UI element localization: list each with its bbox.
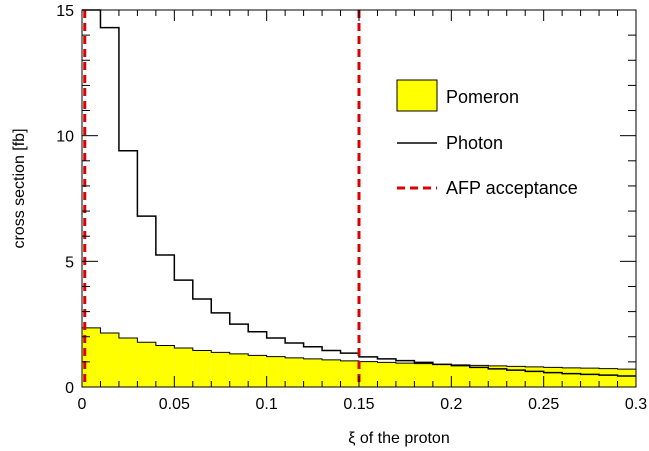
pomeron-bin: [322, 359, 341, 387]
pomeron-bin: [340, 360, 359, 387]
pomeron-bin: [137, 342, 156, 387]
pomeron-bin: [118, 337, 138, 387]
y-tick-label: 0: [65, 380, 74, 397]
pomeron-bin: [100, 332, 119, 387]
y-tick-label: 15: [56, 3, 74, 20]
x-tick-label: 0.3: [625, 396, 647, 413]
y-axis-label: cross section [fb]: [11, 128, 28, 248]
pomeron-bin: [211, 352, 230, 387]
pomeron-bin: [414, 363, 433, 387]
pomeron-histogram: [81, 327, 636, 387]
pomeron-bin: [617, 369, 636, 387]
pomeron-bin: [580, 368, 600, 387]
pomeron-bin: [174, 348, 193, 387]
pomeron-bin: [562, 367, 581, 387]
pomeron-bin: [192, 350, 212, 387]
y-tick-label: 5: [65, 254, 74, 271]
x-tick-label: 0.15: [343, 396, 374, 413]
x-tick-label: 0.1: [256, 396, 278, 413]
pomeron-bin: [543, 367, 563, 387]
legend: Pomeron Photon AFP acceptance: [396, 79, 578, 198]
x-tick-label: 0.2: [440, 396, 462, 413]
y-axis-ticks: 0 5 10 15: [56, 3, 636, 397]
pomeron-outline: [81, 327, 636, 387]
pomeron-bin: [82, 327, 101, 387]
x-tick-label: 0: [78, 396, 87, 413]
legend-label-photon: Photon: [446, 133, 503, 153]
pomeron-bin: [303, 358, 323, 387]
legend-swatch-pomeron: [396, 79, 438, 112]
x-tick-label: 0.05: [159, 396, 190, 413]
pomeron-bin: [285, 357, 304, 387]
afp-acceptance-lines: [83, 10, 361, 387]
pomeron-bin: [155, 345, 175, 387]
pomeron-bin: [395, 363, 415, 387]
legend-label-pomeron: Pomeron: [446, 87, 519, 107]
pomeron-bin: [525, 366, 544, 387]
legend-label-afp: AFP acceptance: [446, 178, 578, 198]
x-axis-label: ξ of the proton: [348, 430, 449, 447]
pomeron-bin: [599, 368, 618, 387]
pomeron-bin: [359, 361, 378, 387]
pomeron-bin: [266, 356, 286, 387]
pomeron-bin: [229, 353, 249, 387]
pomeron-bin: [488, 365, 507, 387]
x-axis-ticks: 0 0.05 0.1 0.15 0.2 0.25 0.3: [78, 10, 647, 413]
pomeron-bin: [469, 365, 489, 387]
pomeron-bin: [432, 364, 452, 387]
y-tick-label: 10: [56, 129, 74, 146]
pomeron-bin: [248, 355, 267, 387]
pomeron-bin: [377, 362, 396, 387]
pomeron-bin: [451, 364, 470, 387]
pomeron-bin: [506, 366, 526, 387]
x-tick-label: 0.25: [528, 396, 559, 413]
